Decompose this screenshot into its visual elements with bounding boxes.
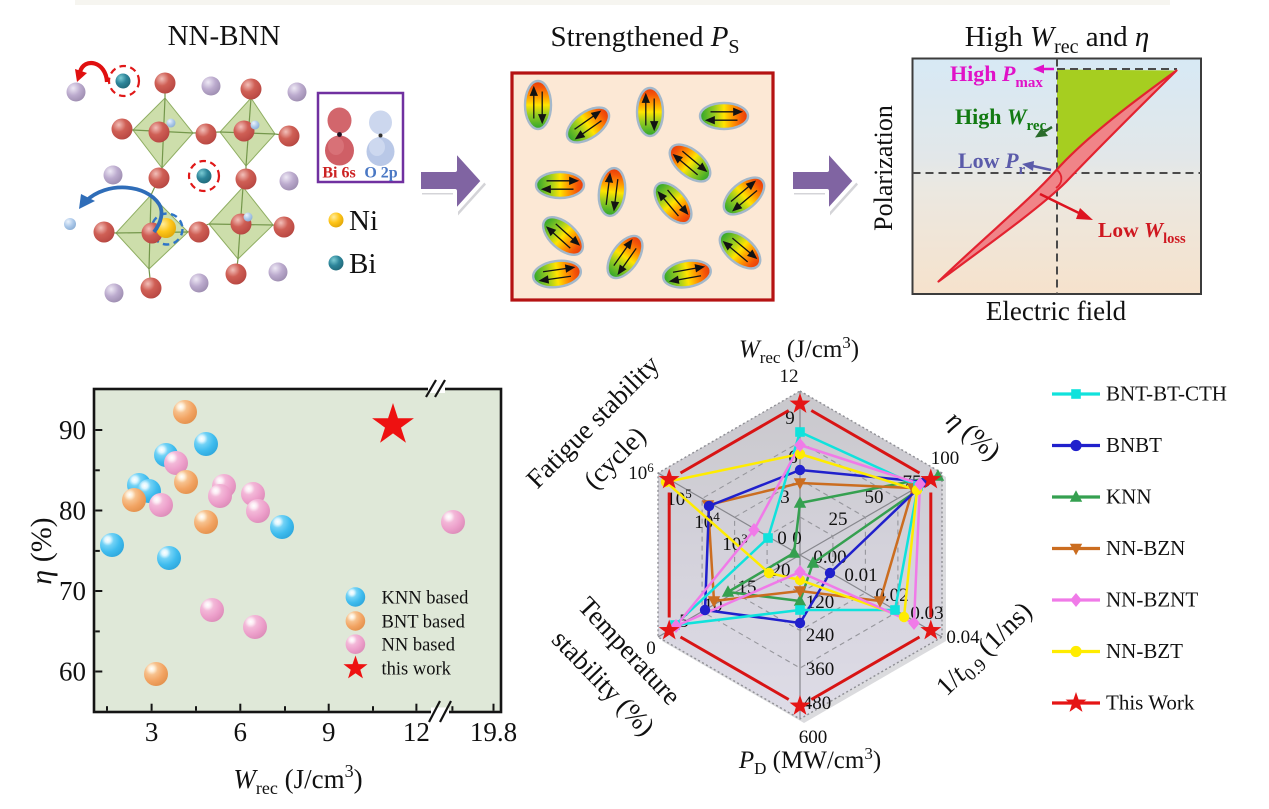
svg-text:Strengthened PS: Strengthened PS bbox=[550, 21, 739, 58]
svg-text:0: 0 bbox=[792, 528, 802, 549]
svg-text:3: 3 bbox=[780, 487, 790, 508]
svg-text:80: 80 bbox=[59, 496, 86, 526]
svg-text:BNBT: BNBT bbox=[1106, 433, 1162, 457]
svg-text:η (%): η (%) bbox=[25, 517, 58, 584]
svg-text:This Work: This Work bbox=[1106, 691, 1195, 715]
svg-text:KNN based: KNN based bbox=[382, 589, 470, 609]
svg-text:3: 3 bbox=[145, 717, 159, 747]
svg-text:0: 0 bbox=[777, 528, 787, 549]
svg-text:NN-BNN: NN-BNN bbox=[168, 20, 281, 52]
svg-text:360: 360 bbox=[806, 659, 835, 680]
svg-text:19.8: 19.8 bbox=[470, 717, 517, 747]
svg-text:KNN: KNN bbox=[1106, 485, 1152, 509]
svg-text:NN based: NN based bbox=[382, 636, 456, 656]
svg-text:High Wrec and η: High Wrec and η bbox=[965, 21, 1150, 58]
svg-text:Electric field: Electric field bbox=[986, 296, 1127, 326]
svg-text:NN-BZT: NN-BZT bbox=[1106, 639, 1183, 663]
svg-text:Bi: Bi bbox=[349, 248, 376, 280]
svg-text:106: 106 bbox=[628, 460, 654, 484]
svg-text:Wrec (J/cm3): Wrec (J/cm3) bbox=[233, 761, 362, 798]
svg-text:0.00: 0.00 bbox=[813, 547, 846, 568]
svg-text:this work: this work bbox=[382, 660, 452, 680]
svg-text:240: 240 bbox=[806, 625, 835, 646]
svg-text:NN-BZNT: NN-BZNT bbox=[1106, 588, 1198, 612]
svg-text:9: 9 bbox=[785, 408, 795, 429]
svg-text:BNT based: BNT based bbox=[382, 613, 466, 633]
svg-text:25: 25 bbox=[829, 509, 848, 530]
svg-text:70: 70 bbox=[59, 576, 86, 606]
svg-text:PD (MW/cm3): PD (MW/cm3) bbox=[738, 744, 881, 778]
svg-text:60: 60 bbox=[59, 657, 86, 687]
svg-text:1/t0.9 (1/ns): 1/t0.9 (1/ns) bbox=[930, 596, 1041, 704]
svg-text:90: 90 bbox=[59, 415, 86, 445]
svg-text:50: 50 bbox=[865, 487, 884, 508]
svg-text:120: 120 bbox=[806, 592, 835, 613]
svg-text:9: 9 bbox=[322, 717, 336, 747]
svg-text:BNT-BT-CTH: BNT-BT-CTH bbox=[1106, 382, 1227, 406]
svg-text:100: 100 bbox=[931, 448, 960, 469]
svg-text:12: 12 bbox=[780, 366, 799, 387]
svg-text:0.01: 0.01 bbox=[844, 565, 877, 586]
svg-text:O 2p: O 2p bbox=[364, 165, 397, 182]
svg-text:12: 12 bbox=[403, 717, 430, 747]
svg-text:Polarization: Polarization bbox=[869, 105, 898, 231]
svg-text:Ni: Ni bbox=[349, 205, 378, 237]
svg-text:NN-BZN: NN-BZN bbox=[1106, 536, 1185, 560]
svg-text:0.04: 0.04 bbox=[946, 627, 980, 648]
svg-text:Bi 6s: Bi 6s bbox=[322, 165, 355, 182]
svg-text:600: 600 bbox=[799, 727, 828, 748]
svg-text:0.03: 0.03 bbox=[910, 603, 943, 624]
svg-text:480: 480 bbox=[803, 693, 832, 714]
svg-text:Wrec (J/cm3): Wrec (J/cm3) bbox=[739, 333, 859, 367]
svg-text:6: 6 bbox=[234, 717, 248, 747]
svg-text:0: 0 bbox=[646, 638, 656, 659]
